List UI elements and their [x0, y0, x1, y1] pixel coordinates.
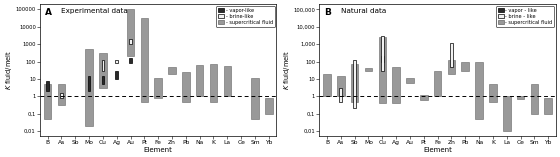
Bar: [46, 81, 49, 91]
Text: Experimental data: Experimental data: [61, 8, 128, 14]
Bar: [251, 78, 259, 119]
Bar: [351, 64, 358, 102]
Bar: [127, 9, 134, 56]
Bar: [99, 53, 107, 88]
Bar: [129, 39, 132, 44]
Bar: [381, 36, 384, 71]
Bar: [101, 60, 104, 71]
Bar: [265, 98, 273, 114]
Bar: [115, 60, 118, 63]
Bar: [447, 60, 455, 74]
Bar: [60, 93, 63, 98]
Bar: [434, 71, 441, 96]
Text: A: A: [45, 8, 52, 17]
Bar: [379, 37, 386, 103]
Bar: [85, 49, 93, 126]
Bar: [544, 98, 552, 114]
Bar: [196, 65, 203, 96]
Bar: [450, 43, 453, 67]
Bar: [88, 76, 90, 91]
Bar: [141, 19, 148, 102]
Bar: [517, 96, 524, 99]
Bar: [530, 84, 538, 114]
Bar: [381, 56, 384, 62]
Text: B: B: [324, 8, 331, 17]
Bar: [353, 60, 356, 108]
Bar: [420, 95, 428, 100]
Y-axis label: $K$ fluid/melt: $K$ fluid/melt: [4, 50, 14, 90]
Bar: [475, 62, 483, 119]
Bar: [44, 84, 52, 119]
Bar: [182, 72, 190, 102]
X-axis label: Element: Element: [144, 147, 172, 153]
Bar: [101, 76, 104, 84]
Legend: - vapor-like, - brine-like, - supercritical fluid: - vapor-like, - brine-like, - supercriti…: [216, 6, 275, 27]
Bar: [115, 71, 118, 79]
Bar: [58, 84, 65, 105]
Bar: [129, 58, 132, 63]
Y-axis label: $K$ fluid/melt: $K$ fluid/melt: [282, 50, 292, 90]
Bar: [461, 62, 469, 71]
Text: Natural data: Natural data: [340, 8, 386, 14]
Bar: [337, 76, 344, 96]
Bar: [323, 74, 331, 96]
Bar: [365, 68, 372, 71]
Bar: [155, 78, 162, 98]
Bar: [223, 66, 231, 96]
Bar: [489, 84, 497, 102]
Bar: [209, 64, 217, 102]
Bar: [393, 67, 400, 103]
Bar: [339, 88, 342, 102]
Bar: [406, 78, 414, 83]
X-axis label: Element: Element: [423, 147, 452, 153]
Legend: - vapor - like, - brine - like, - supercritical fluid: - vapor - like, - brine - like, - superc…: [496, 6, 554, 27]
Bar: [168, 67, 176, 74]
Bar: [503, 96, 511, 131]
